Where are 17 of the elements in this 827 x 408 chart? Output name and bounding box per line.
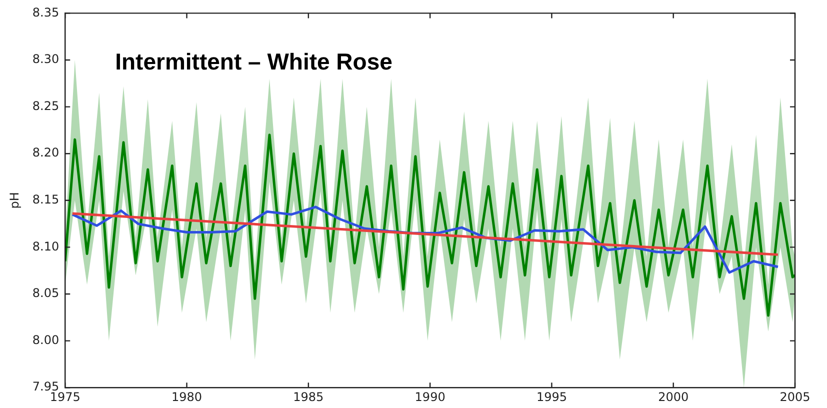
y-axis-title: pH: [7, 192, 22, 209]
y-tick-label: 8.20: [32, 146, 60, 160]
x-tick-label: 1985: [293, 390, 324, 404]
y-tick-label: 8.25: [32, 98, 60, 113]
y-tick-label: 8.30: [32, 52, 60, 66]
x-tick-label: 1990: [414, 390, 446, 404]
y-tick-label: 8.15: [32, 192, 60, 207]
x-tick-label: 1980: [171, 390, 202, 404]
x-tick-label: 2000: [658, 390, 689, 404]
y-tick-label: 8.10: [32, 239, 60, 254]
y-tick-label: 8.35: [32, 5, 60, 20]
x-tick-label: 1995: [536, 390, 567, 404]
text: Intermittent – White Rose: [115, 48, 392, 74]
x-tick-label: 2005: [780, 390, 810, 404]
y-tick-label: 8.00: [32, 332, 60, 347]
y-tick-label: 8.05: [32, 286, 60, 300]
x-tick-label: 1975: [50, 390, 80, 404]
